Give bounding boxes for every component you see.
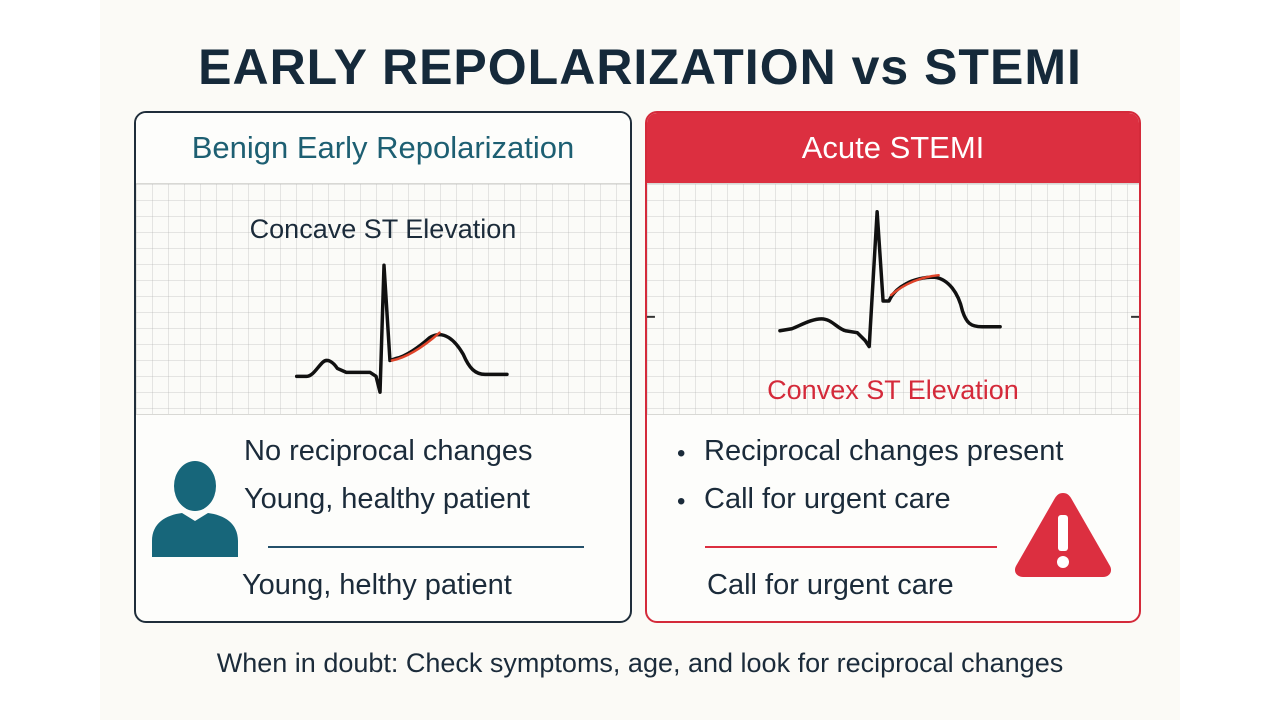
concave-ecg-trace [294,263,509,394]
right-divider [705,546,997,548]
right-point-1: Reciprocal changes present [704,435,1064,467]
early-repolarization-heading: Benign Early Repolarization [136,113,630,183]
right-point-2: Call for urgent care [704,483,951,515]
convex-st-label: Convex ST Elevation [767,375,1019,405]
page-title: EARLY REPOLARIZATION vs STEMI [198,39,1082,95]
right-note: Call for urgent care [707,569,954,601]
warning-icon [1014,493,1112,577]
left-note: Young, helthy patient [242,569,512,601]
person-icon [152,461,238,557]
convex-ecg-trace [647,209,1139,349]
concave-st-label: Concave ST Elevation [249,214,517,244]
stemi-panel: Acute STEMI Convex ST Elevation • Recipr… [645,111,1141,623]
stemi-heading: Acute STEMI [647,113,1139,183]
early-repolarization-panel: Benign Early Repolarization Concave ST E… [134,111,632,623]
bullet-icon: • [677,488,686,515]
bullet-icon: • [677,440,686,467]
ecg-grid [647,183,1139,415]
footer-advice: When in doubt: Check symptoms, age, and … [216,648,1064,678]
left-divider [268,546,584,548]
left-point-1: No reciprocal changes [244,435,533,467]
left-point-2: Young, healthy patient [244,483,530,515]
